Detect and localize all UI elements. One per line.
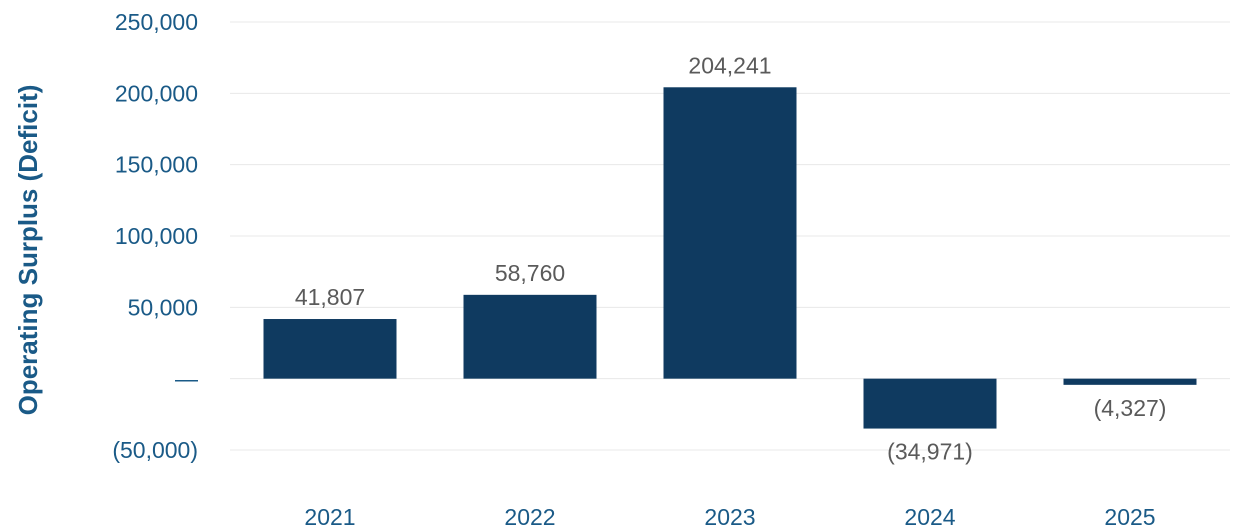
- y-tick-label: 250,000: [115, 9, 198, 35]
- data-label-2023: 204,241: [688, 52, 771, 78]
- bar-2022: [463, 294, 597, 379]
- y-tick-label: (50,000): [112, 437, 198, 463]
- data-label-2022: 58,760: [495, 260, 565, 286]
- y-tick-label: 200,000: [115, 80, 198, 106]
- bar-2023: [663, 87, 797, 379]
- data-label-2025: (4,327): [1094, 395, 1167, 421]
- y-axis-ticks: (50,000) — 50,000 100,000 150,000 200,000 250,…: [112, 9, 198, 463]
- y-tick-label: —: [175, 366, 198, 392]
- x-tick-label: 2023: [704, 504, 755, 529]
- bar-2021: [263, 319, 397, 379]
- bar-2025: [1063, 378, 1197, 385]
- x-tick-label: 2022: [504, 504, 555, 529]
- y-tick-label: 100,000: [115, 223, 198, 249]
- data-labels: 41,807 58,760 204,241 (34,971) (4,327): [295, 52, 1167, 464]
- x-tick-label: 2025: [1104, 504, 1155, 529]
- bars: [263, 87, 1197, 429]
- x-tick-label: 2021: [304, 504, 355, 529]
- y-axis-label: Operating Surplus (Deficit): [13, 85, 43, 416]
- bar-2024: [863, 378, 997, 429]
- y-tick-label: 150,000: [115, 152, 198, 178]
- data-label-2024: (34,971): [887, 439, 973, 465]
- data-label-2021: 41,807: [295, 284, 365, 310]
- y-tick-label: 50,000: [128, 294, 198, 320]
- x-tick-label: 2024: [904, 504, 955, 529]
- x-axis-ticks: 2021 2022 2023 2024 2025: [304, 504, 1155, 529]
